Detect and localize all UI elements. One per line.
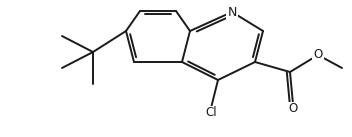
Text: O: O bbox=[288, 102, 298, 115]
Text: N: N bbox=[227, 5, 237, 18]
Text: Cl: Cl bbox=[205, 106, 217, 119]
Text: O: O bbox=[313, 48, 323, 62]
